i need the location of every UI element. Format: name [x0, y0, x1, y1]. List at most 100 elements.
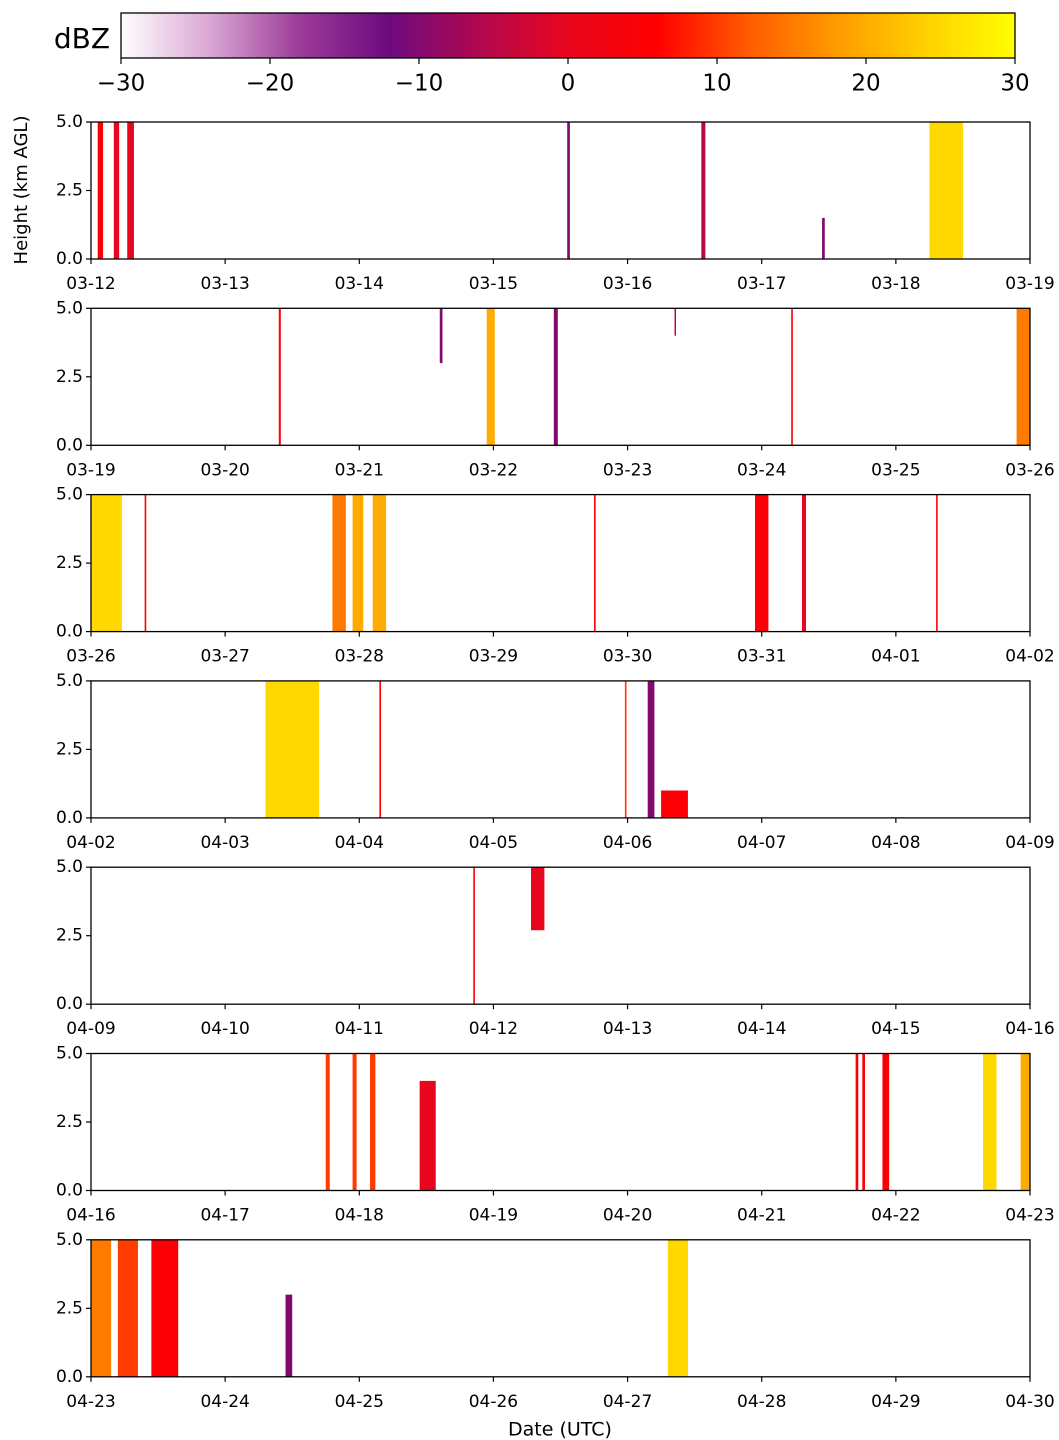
y-tick-label: 2.5: [56, 1112, 83, 1132]
echo-column: [882, 1053, 890, 1191]
x-tick-label: 04-22: [871, 1206, 920, 1226]
x-tick-label: 04-03: [200, 833, 249, 853]
plot-area: [91, 308, 1030, 446]
echo-column: [553, 308, 558, 446]
y-tick-label: 5.0: [56, 485, 83, 505]
echo-column: [285, 1294, 293, 1377]
x-tick-label: 03-28: [335, 647, 384, 667]
x-tick-label: 04-10: [200, 1019, 249, 1039]
x-tick-label: 04-19: [469, 1206, 518, 1226]
y-tick-label: 2.5: [56, 553, 83, 573]
x-tick-label: 04-07: [737, 833, 786, 853]
x-tick-label: 04-14: [737, 1019, 786, 1039]
colorbar-tick-label: 0: [561, 71, 576, 97]
echo-column: [936, 494, 938, 632]
y-tick-label: 2.5: [56, 367, 83, 387]
x-tick-label: 03-20: [200, 460, 249, 480]
x-tick-label: 03-27: [200, 647, 249, 667]
echo-column: [352, 494, 364, 632]
y-tick-label: 2.5: [56, 1298, 83, 1318]
plot-area: [91, 867, 1030, 1005]
x-tick-label: 04-09: [66, 1019, 115, 1039]
x-tick-label: 03-18: [871, 274, 920, 294]
x-tick-label: 04-08: [871, 833, 920, 853]
echo-column: [278, 308, 281, 446]
x-tick-label: 04-11: [335, 1019, 384, 1039]
echo-column: [379, 680, 382, 818]
x-tick-label: 04-20: [603, 1206, 652, 1226]
x-tick-label: 04-13: [603, 1019, 652, 1039]
x-tick-label: 04-18: [335, 1206, 384, 1226]
echo-column: [661, 790, 688, 818]
x-tick-label: 04-02: [66, 833, 115, 853]
echo-column: [647, 680, 655, 818]
y-tick-label: 2.5: [56, 739, 83, 759]
x-tick-label: 04-28: [737, 1392, 786, 1412]
colorbar-tick-label: 10: [702, 71, 731, 97]
x-tick-label: 03-25: [871, 460, 920, 480]
x-tick-label: 03-23: [603, 460, 652, 480]
echo-column: [151, 1239, 179, 1377]
x-tick-label: 03-16: [603, 274, 652, 294]
x-tick-label: 04-23: [66, 1392, 115, 1412]
echo-column: [983, 1053, 997, 1191]
x-tick-label: 03-26: [66, 647, 115, 667]
x-tick-label: 04-17: [200, 1206, 249, 1226]
x-tick-label: 03-17: [737, 274, 786, 294]
colorbar: [120, 12, 1016, 59]
x-tick-label: 04-06: [603, 833, 652, 853]
x-tick-label: 03-29: [469, 647, 518, 667]
echo-column: [419, 1080, 436, 1191]
x-tick-label: 04-23: [1005, 1206, 1054, 1226]
echo-column: [127, 122, 134, 259]
echo-column: [530, 867, 545, 931]
plot-area: [91, 494, 1030, 632]
echo-column: [91, 1239, 112, 1377]
echo-column: [372, 494, 387, 632]
y-tick-label: 0.0: [56, 994, 83, 1014]
x-tick-label: 03-19: [1005, 274, 1054, 294]
echo-column: [567, 122, 570, 259]
echo-column: [117, 1239, 138, 1377]
x-tick-label: 04-09: [1005, 833, 1054, 853]
x-tick-label: 04-02: [1005, 647, 1054, 667]
y-tick-label: 0.0: [56, 435, 83, 455]
echo-column: [265, 680, 320, 818]
x-tick-label: 03-26: [1005, 460, 1054, 480]
x-tick-label: 04-01: [871, 647, 920, 667]
echo-column: [862, 1053, 866, 1191]
x-tick-label: 03-15: [469, 274, 518, 294]
x-tick-label: 03-21: [335, 460, 384, 480]
x-tick-label: 04-16: [1005, 1019, 1054, 1039]
y-axis-label: Height (km AGL): [11, 116, 32, 265]
x-tick-label: 04-30: [1005, 1392, 1054, 1412]
x-tick-label: 04-24: [200, 1392, 249, 1412]
plot-area: [91, 680, 1030, 818]
y-tick-label: 2.5: [56, 926, 83, 946]
echo-column: [486, 308, 495, 446]
echo-column: [1020, 1053, 1030, 1191]
x-tick-label: 03-14: [335, 274, 384, 294]
colorbar-tick-label: 30: [1000, 71, 1029, 97]
echo-column: [822, 217, 825, 259]
y-tick-label: 0.0: [56, 808, 83, 828]
x-tick-label: 03-30: [603, 647, 652, 667]
y-tick-label: 0.0: [56, 1181, 83, 1201]
echo-column: [91, 494, 122, 632]
x-tick-label: 04-12: [469, 1019, 518, 1039]
y-tick-label: 2.5: [56, 181, 83, 201]
x-tick-label: 04-27: [603, 1392, 652, 1412]
echo-column: [801, 494, 806, 632]
x-tick-label: 04-15: [871, 1019, 920, 1039]
echo-column: [332, 494, 346, 632]
colorbar-tick-label: −10: [395, 71, 444, 97]
echo-column: [325, 1053, 330, 1191]
y-tick-label: 0.0: [56, 622, 83, 642]
x-tick-label: 03-19: [66, 460, 115, 480]
echo-column: [755, 494, 769, 632]
echo-column: [594, 494, 596, 632]
y-tick-label: 5.0: [56, 1044, 83, 1064]
x-tick-label: 04-29: [871, 1392, 920, 1412]
echo-column: [929, 122, 963, 259]
